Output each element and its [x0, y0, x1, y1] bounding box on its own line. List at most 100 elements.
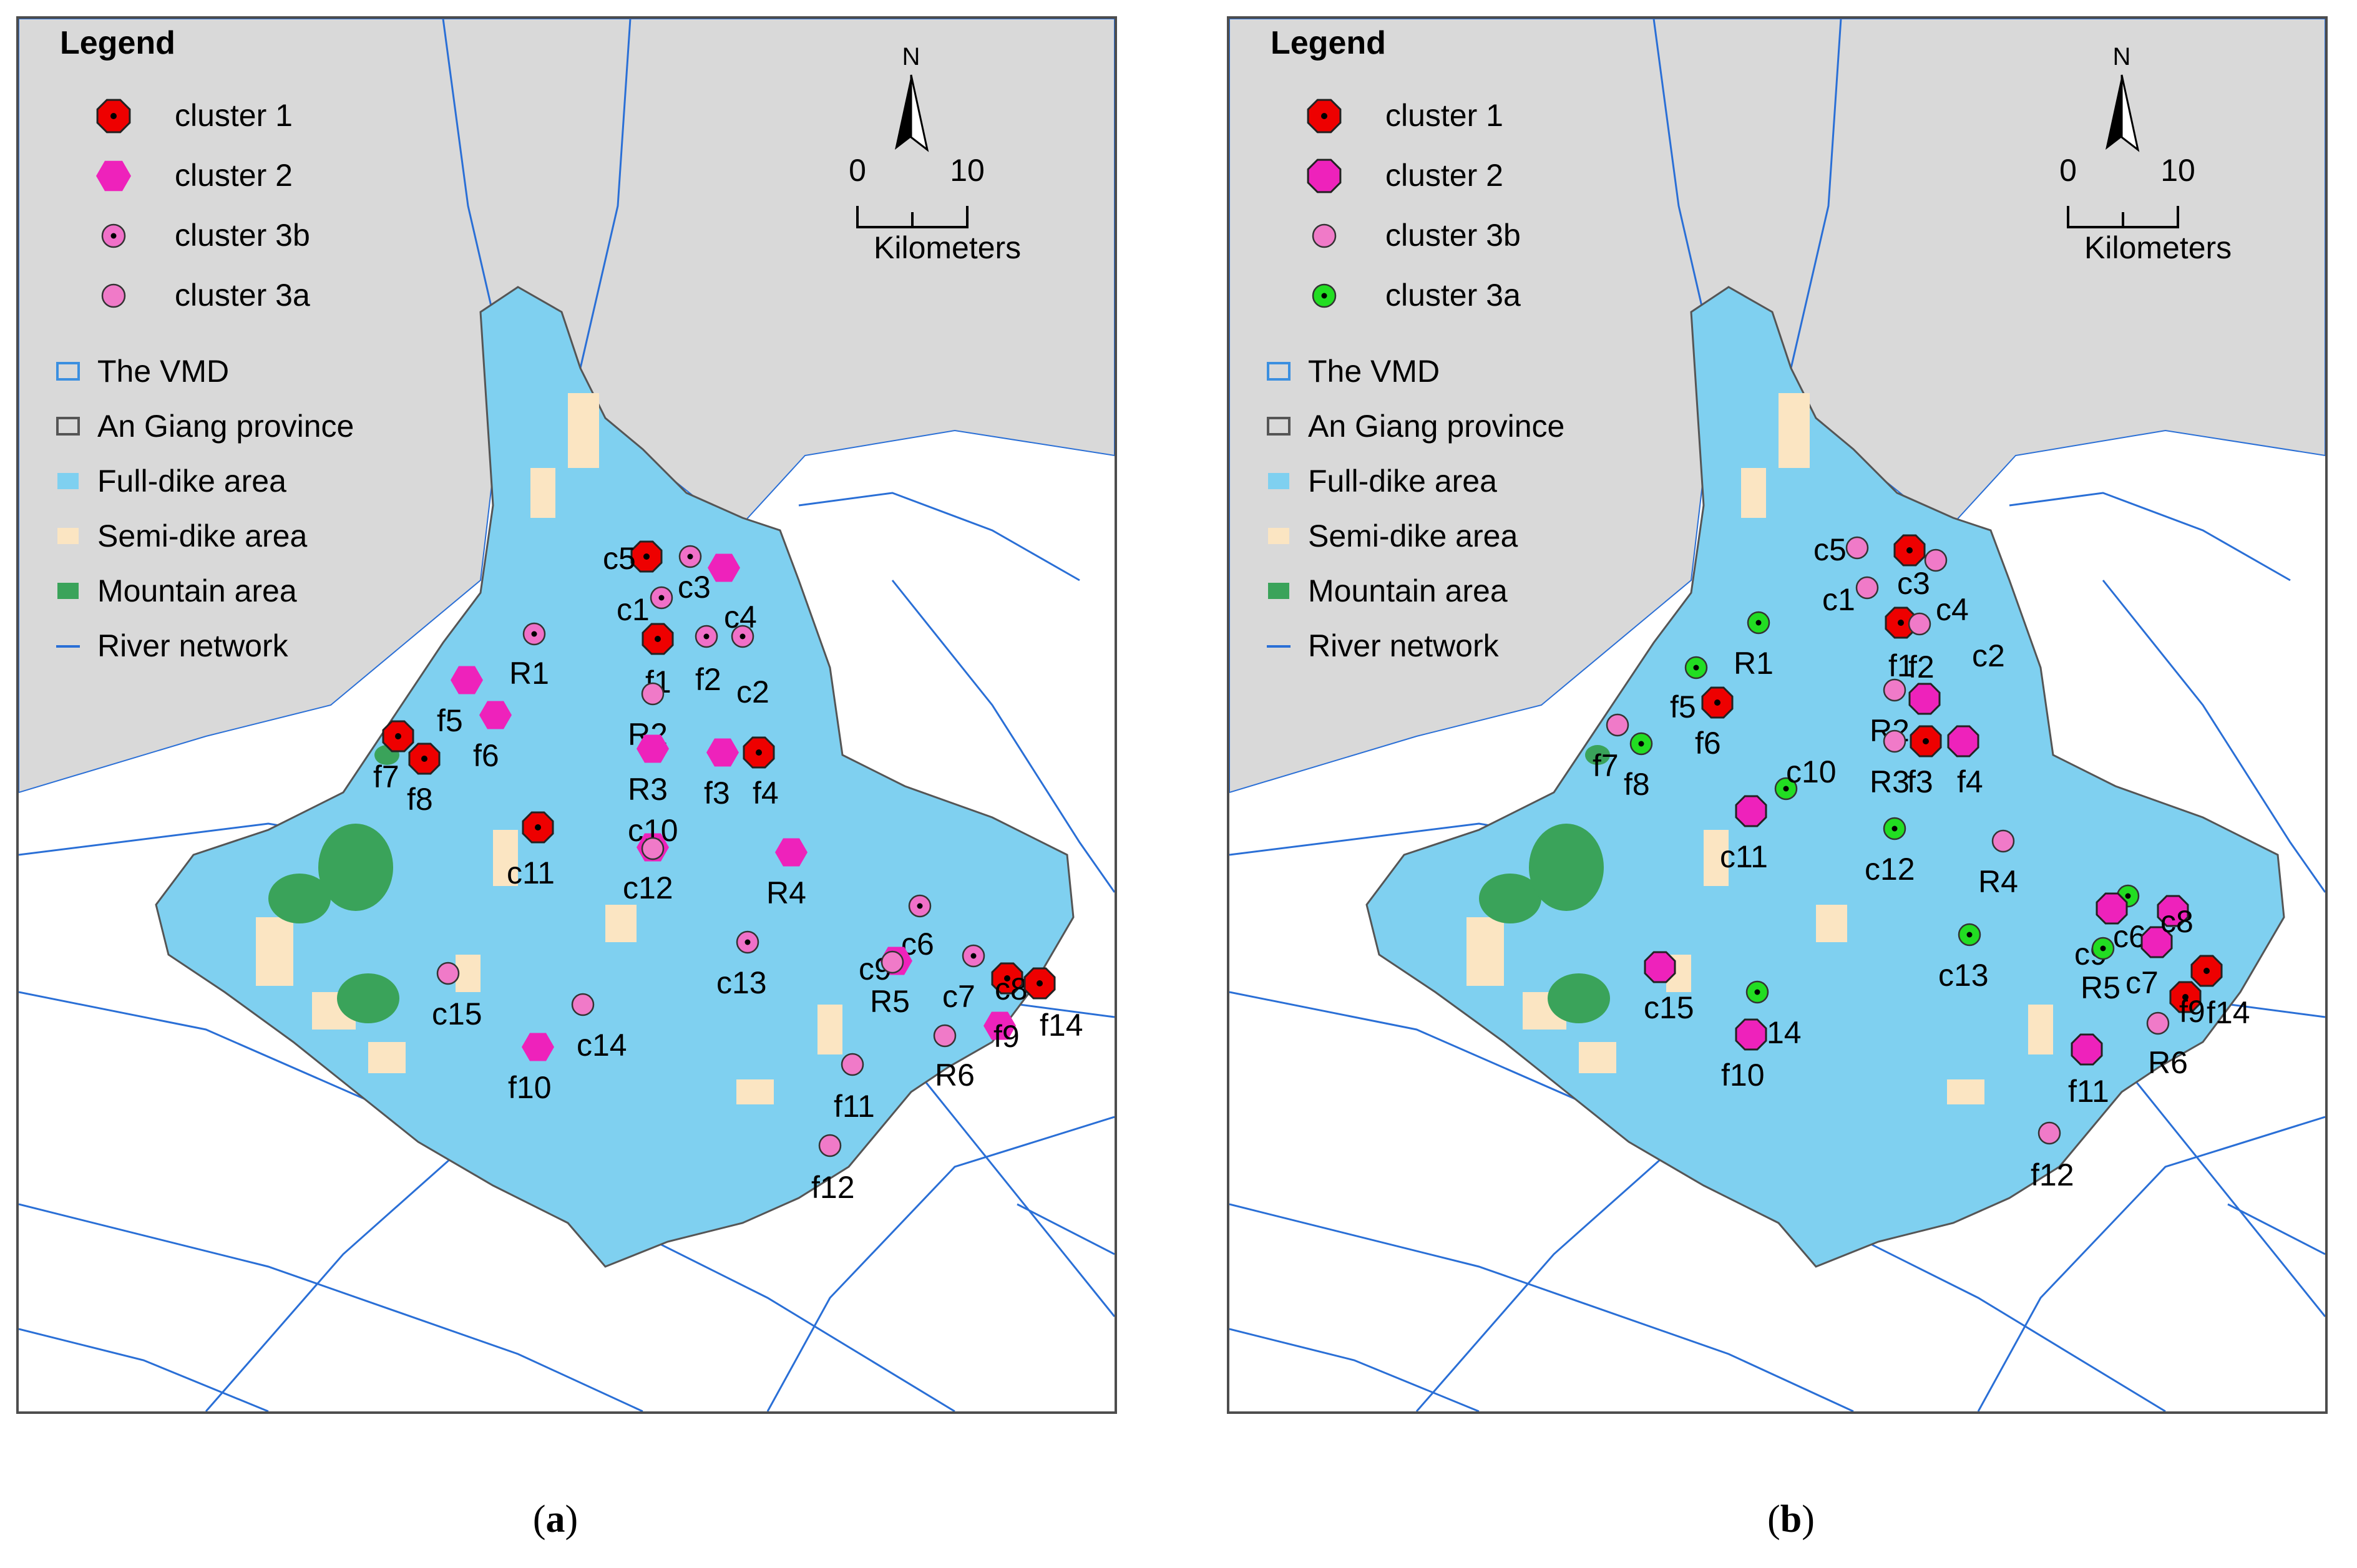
legend-label-c1: cluster 1 [1385, 98, 1503, 133]
site-marker-c13-b-dot [1966, 932, 1973, 938]
site-label-f10-b: f10 [1721, 1058, 1765, 1093]
scale-ten: 10 [950, 153, 985, 188]
legend-label-c3a: cluster 3a [175, 278, 310, 313]
legend-layer-box-4 [57, 583, 79, 599]
mountain-1 [1529, 824, 1604, 911]
semi-dike-patch-6 [605, 905, 637, 942]
legend: Legend cluster 1 cluster 2 cluster 3b cluste… [1267, 25, 1564, 663]
map-svg-b: Legend cluster 1 cluster 2 cluster 3b cluste… [1229, 19, 2325, 1411]
legend-layer-box-0 [1267, 362, 1291, 381]
site-marker-R2-a [641, 682, 665, 706]
scale-bar: N 0 10 Kilometers [2059, 43, 2232, 265]
north-arrow-half-icon [910, 74, 929, 152]
site-marker-c2-a-dot [739, 633, 746, 640]
site-label-f5-b: f5 [1670, 689, 1696, 724]
legend-layer-box-3 [1268, 528, 1289, 544]
mountain-0 [268, 874, 331, 923]
site-marker-f8-a-dot [421, 756, 427, 762]
mountain-3 [1585, 745, 1610, 765]
site-marker-c4-b [1924, 548, 1948, 572]
site-label-R6-a: R6 [935, 1058, 975, 1093]
site-marker-c15-a [436, 962, 460, 985]
site-marker-f5-a [451, 666, 483, 694]
site-marker-f10-a [522, 1033, 554, 1061]
mountain-2 [337, 973, 399, 1023]
site-marker-c14-a [571, 993, 595, 1016]
legend-symbol-c1-dot [1321, 113, 1327, 119]
scale-zero: 0 [849, 153, 866, 188]
legend: Legend cluster 1 cluster 2 cluster 3b cluste… [56, 25, 354, 663]
river-8 [1790, 19, 1842, 369]
scale-zero: 0 [2059, 153, 2077, 188]
site-marker-R4-b [1991, 829, 2015, 853]
legend-layer-box-1 [56, 417, 80, 436]
site-label-c13-a: c13 [716, 965, 767, 1000]
scale-ticks [856, 206, 969, 228]
river-4 [2102, 580, 2325, 893]
river-2 [205, 1153, 456, 1411]
site-marker-c10-b-dot [1783, 786, 1789, 792]
site-marker-c3-a-dot [687, 553, 693, 560]
legend-label-c3b: cluster 3b [1385, 218, 1521, 253]
scale-unit: Kilometers [2084, 230, 2232, 265]
site-marker-f14-a-dot [1037, 980, 1043, 986]
map-panel-a: Legend cluster 1 cluster 2 cluster 3b cluste… [16, 16, 1117, 1414]
site-marker-c12-b-dot [1891, 825, 1898, 832]
full-dike-area [1365, 286, 2285, 1268]
legend-label-c3b: cluster 3b [175, 218, 310, 253]
semi-dike-patch-7 [2028, 1005, 2053, 1054]
site-marker-c3-b-dot [1906, 547, 1913, 553]
site-marker-R6-b [2146, 1011, 2170, 1035]
legend-layer-label-1: An Giang province [1308, 409, 1564, 444]
site-marker-R2-b [1883, 678, 1906, 702]
legend-title: Legend [60, 25, 175, 61]
site-marker-c15-b [1644, 951, 1676, 983]
legend-symbol-c3a [101, 283, 126, 308]
semi-dike-patch-8 [1947, 1079, 1984, 1104]
site-label-c4-b: c4 [1936, 592, 1969, 627]
site-label-c1-a: c1 [617, 592, 650, 627]
river-10 [1017, 1203, 1115, 1255]
site-marker-f2-b [1908, 612, 1931, 636]
site-marker-f6-a [479, 701, 512, 729]
site-marker-f8-b-dot [1638, 741, 1644, 747]
legend-layer-box-1 [1267, 417, 1291, 436]
full-dike-area [155, 286, 1075, 1268]
site-label-c3-b: c3 [1897, 566, 1930, 601]
legend-symbol-c2 [1307, 158, 1342, 193]
legend-layer-label-4: Mountain area [97, 573, 297, 608]
site-marker-f11-b [2071, 1033, 2103, 1066]
site-marker-f7-b [1606, 713, 1629, 737]
site-marker-c6-a-dot [917, 903, 923, 909]
legend-layer-label-1: An Giang province [97, 409, 354, 444]
semi-dike-patch-7 [817, 1005, 842, 1054]
legend-title: Legend [1271, 25, 1386, 61]
site-label-c15-b: c15 [1644, 990, 1694, 1025]
site-marker-R3-b [1883, 729, 1906, 753]
north-label: N [902, 43, 920, 71]
site-label-c11-a: c11 [507, 855, 555, 890]
site-label-c13-b: c13 [1938, 958, 1989, 993]
river-6 [1229, 1203, 1854, 1411]
site-marker-c2-b [1908, 683, 1941, 715]
legend-layer-label-3: Semi-dike area [97, 519, 307, 553]
site-marker-R4-a [775, 838, 808, 867]
semi-dike-patch-5 [1704, 830, 1729, 886]
north-arrow-half-icon [2120, 74, 2140, 152]
site-label-R1-b: R1 [1734, 646, 1774, 681]
site-marker-f2-a-dot [703, 633, 710, 640]
site-marker-f12-a [818, 1134, 842, 1157]
river-5 [798, 492, 1080, 582]
site-marker-c1-a-dot [658, 595, 665, 601]
site-marker-f3-b-dot [1923, 738, 1929, 744]
site-label-R5-b: R5 [2081, 970, 2120, 1005]
site-marker-f11-a [841, 1053, 864, 1076]
site-marker-f10-b [1735, 1018, 1767, 1051]
site-marker-R1-b-dot [1755, 620, 1762, 626]
site-label-f14-a: f14 [1040, 1008, 1083, 1043]
site-label-f11-a: f11 [834, 1089, 875, 1124]
site-label-f6-b: f6 [1695, 726, 1721, 761]
caption-b: (b) [1767, 1498, 1815, 1541]
legend-symbol-c1-dot [110, 113, 117, 119]
